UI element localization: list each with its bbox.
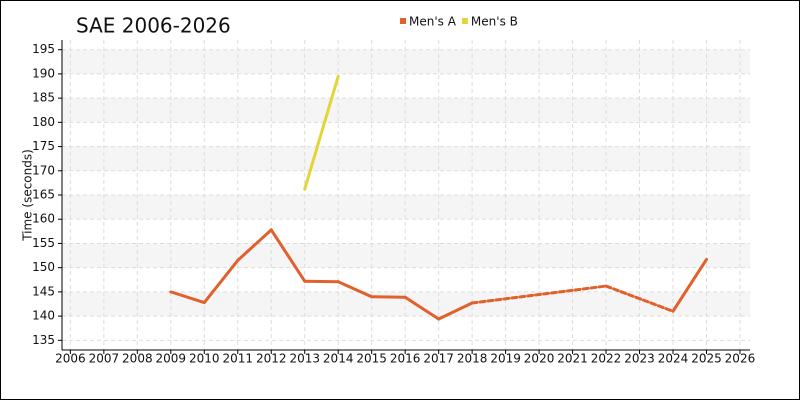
legend-swatch [461,18,468,24]
y-tick-label: 175 [32,139,55,153]
x-tick-label: 2017 [423,352,454,366]
legend-label: Men's B [471,15,518,29]
x-tick-label: 2008 [122,352,153,366]
line-segment [437,301,474,321]
x-tick-label: 2023 [624,352,655,366]
x-tick-label: 2024 [658,352,689,366]
y-tick-label: 155 [32,236,55,250]
x-tick-label: 2022 [591,352,622,366]
y-tick-label: 185 [32,91,55,105]
x-tick-label: 2007 [89,352,120,366]
x-tick-label: 2021 [557,352,588,366]
y-tick-label: 190 [32,66,55,80]
x-tick-label: 2015 [356,352,387,366]
line-segment [671,257,708,313]
line-segment [269,228,307,283]
line-segment [470,284,608,305]
grid-band [62,195,750,220]
x-tick-label: 2009 [156,352,187,366]
y-tick-label: 170 [32,163,55,177]
line-segment [604,284,675,313]
grid-band [62,243,750,268]
y-tick-label: 135 [32,333,55,347]
x-tick-label: 2020 [524,352,555,366]
grid-band [62,49,750,74]
x-tick-label: 2018 [457,352,488,366]
y-tick-label: 195 [32,42,55,56]
y-tick-label: 165 [32,188,55,202]
y-tick-label: 145 [32,284,55,298]
y-tick-label: 180 [32,115,55,129]
legend-label: Men's A [409,15,457,29]
x-tick-label: 2025 [691,352,722,366]
y-tick-label: 160 [32,212,55,226]
x-tick-label: 2026 [725,352,756,366]
grid-band [62,291,750,317]
chart-title: SAE 2006-2026 [76,14,231,38]
x-tick-label: 2011 [222,352,253,366]
line-segment [336,280,374,299]
x-tick-label: 2013 [289,352,320,366]
y-axis-label: Time (seconds) [21,149,35,242]
y-tick-label: 140 [32,309,55,323]
legend-swatch [400,18,406,24]
grid-band [62,146,750,171]
x-tick-label: 2019 [490,352,521,366]
line-segment [403,295,441,321]
line-segment [236,228,273,262]
x-tick-label: 2012 [256,352,287,366]
line-segment [169,290,206,305]
y-tick-label: 150 [32,260,55,274]
x-tick-label: 2016 [390,352,421,366]
x-tick-label: 2006 [55,352,86,366]
line-segment [202,258,240,305]
x-tick-label: 2014 [323,352,354,366]
grid-band [62,98,750,123]
line-segment [303,74,340,191]
x-tick-label: 2010 [189,352,220,366]
